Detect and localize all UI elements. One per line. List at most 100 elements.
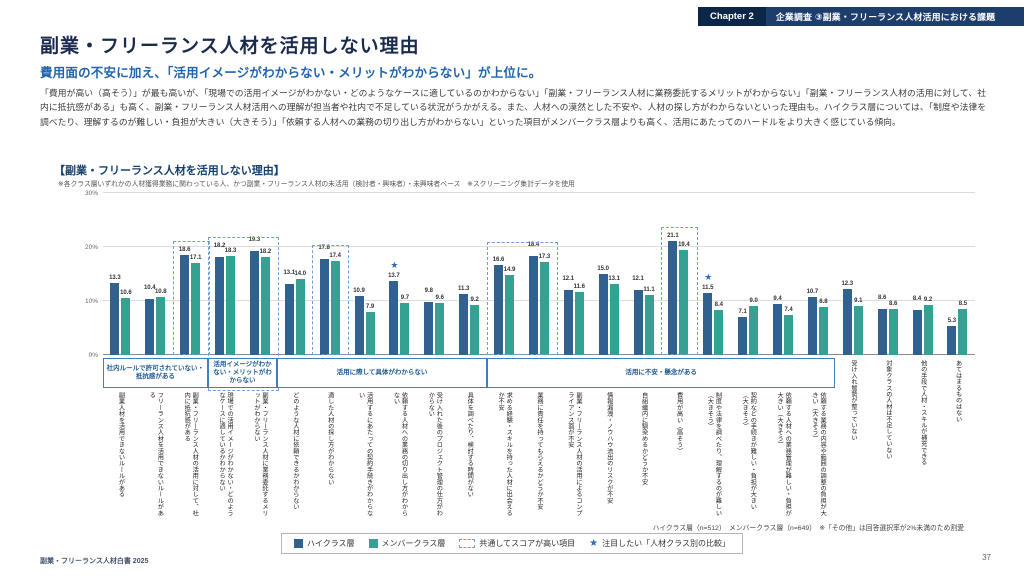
bar-value-label: 8.6 [878,294,887,301]
dashed-box-icon [459,539,476,548]
category-label: 依頼する人材への業務の切り出し方がわからない [382,392,417,520]
legend-item-member: メンバークラス層 [368,538,445,549]
bar-hiclass [215,256,225,355]
bar-value-label: 17.3 [538,253,551,260]
bar-hiclass [703,292,713,355]
bar-member [888,308,898,355]
bar-hiclass [528,255,538,355]
bar-member [749,306,759,355]
category-label-text: 求める経験・スキルを持った人材に出会えるか不安 [497,392,513,516]
bar-value-label: 8.8 [819,299,828,306]
category-label: あてはまるものはない [940,360,975,520]
page-number: 37 [982,553,991,562]
y-axis-tick: 20% [84,244,98,251]
category-group-header: 活用に際して具体がわからない [277,358,487,388]
bar-value-label: 19.4 [678,242,690,249]
chart-category: 8.4 9.2 [905,193,940,355]
chapter-badge: Chapter 2 [698,7,766,26]
bar-value-label: 11.1 [643,287,655,294]
bar-hiclass [319,258,329,355]
category-label-text: 制度や法律を調べたり、理解するのが難しい（大きそう） [706,392,722,516]
legend-label: ハイクラス層 [307,539,355,548]
bar-value-label: 12.1 [562,275,575,282]
bar-hiclass [145,298,155,355]
category-label-text: 副業・フリーランス人材の活用に対して、社内に抵抗感がある [183,392,199,516]
bar-value-label: 21.1 [667,233,679,240]
bar-member [818,307,828,355]
y-axis-tick: 0% [88,352,98,359]
bar-value-label: 8.6 [889,300,898,307]
chart-category: 21.1 19.4 [661,193,696,355]
bar-hiclass [424,302,434,355]
category-label: 契約などの手続きが難しい・負担が大きい（大きそう） [731,392,766,520]
bar-value-label: 12.1 [632,275,644,282]
star-marker-icon: ★ [704,271,713,282]
bar-hiclass [249,250,259,355]
chapter-title: 企業調査 ③副業・フリーランス人材活用における課題 [775,12,996,22]
chart-category: 19.3 18.2 [243,193,278,355]
category-label-text: 依頼する人材への業務の切り出し方がわからない [392,392,408,516]
chart-category: 12.3 9.1 [835,193,870,355]
chart-category: 8.6 8.6 [870,193,905,355]
gridline [103,246,975,247]
chart-category: 10.9 7.9 [347,193,382,355]
highlight-box [312,244,350,355]
bar-value-label: 9.0 [749,298,758,305]
category-label-text: フリーランス人材を活用できないルールがある [148,392,164,516]
category-label-text: 情報漏洩・ノウハウ流出のリスクが不安 [605,392,613,504]
bar-member [191,262,201,355]
chart-category: 18.6 17.1 [173,193,208,355]
bar-value-label: 18.4 [527,241,540,248]
bar-value-label: 11.5 [702,284,714,291]
category-label: 受け入れ態勢が整っていない [835,360,870,520]
category-label: 受け入れた後のプロジェクト管理の仕方がわからない [417,392,452,520]
category-label-text: 副業人材を活用できないルールがある [117,392,125,498]
bar-hiclass [110,283,120,355]
bar-value-label: 10.9 [353,288,365,295]
legend-label: 注目したい「人材クラス別の比較」 [602,539,730,548]
chart-note: ※各クラス層いずれかの人材獲得業務に関わっている人、かつ副業・フリーランス人材の… [58,181,575,188]
chart-category: 15.0 13.1 [591,193,626,355]
category-label-text: 副業・フリーランス人材に業務委託するメリットがわからない [252,392,269,516]
y-axis-tick: 10% [84,298,98,305]
legend-item-common-high: 共通してスコアが高い項目 [459,538,575,549]
highlight-box [172,240,210,355]
chart-category: 11.3 9.2 [452,193,487,355]
bar-value-label: 8.4 [912,295,922,302]
gridline [103,300,975,301]
chart-category: 10.7 8.8 [801,193,836,355]
sample-size-note: ハイクラス層（n=512） メンバークラス層（n=649） ※「その他」は回答選… [652,525,964,532]
category-label: どのような人材に依頼できるかわからない [277,392,312,520]
bar-value-label: 7.1 [738,308,747,315]
bar-hiclass [738,316,748,355]
bar-member [470,305,480,355]
bar-value-label: 5.3 [947,318,957,325]
bar-value-label: 19.3 [248,236,261,243]
bar-member [226,256,236,355]
category-label-text: 現場での活用イメージがわかない・どのようなケースに適しているかわからない [218,392,234,516]
chart-category: 11.5 8.4 ★ [696,193,731,355]
category-label: 具体を調べたり、検討する時間がない [452,392,487,520]
bar-value-label: 12.3 [841,280,854,287]
bar-value-label: 9.2 [923,297,933,304]
category-label: 自組織内に馴染めるかどうか不安 [626,392,661,520]
bar-member [121,297,131,355]
chart-plot: 0% 10% 20% 30% 13.3 10.6 10.4 10.8 18.6 17.1 18.2… [85,190,975,391]
chart-category: 12.1 11.6 [556,193,591,355]
bar-member [295,279,305,355]
bar-value-label: 18.2 [259,248,272,255]
category-group-label: 活用に不安・懸念がある [625,369,697,377]
chart-category: 5.3 8.5 [940,193,975,355]
chart-bars: 13.3 10.6 10.4 10.8 18.6 17.1 18.2 18.3 19.3 18.2… [103,193,975,355]
bar-value-label: 10.7 [806,289,819,296]
hiclass-swatch-icon [294,539,304,548]
chart-category: 13.1 14.0 [277,193,312,355]
bar-hiclass [773,304,783,355]
document-title-footer: 副業・フリーランス人材白書 2025 [40,558,149,565]
bar-value-label: 10.8 [154,288,167,295]
chart-category: 18.4 17.3 [522,193,557,355]
chart-category: 7.1 9.0 [731,193,766,355]
bar-hiclass [354,296,364,355]
bar-value-label: 18.2 [213,242,226,249]
bar-member [539,261,549,355]
